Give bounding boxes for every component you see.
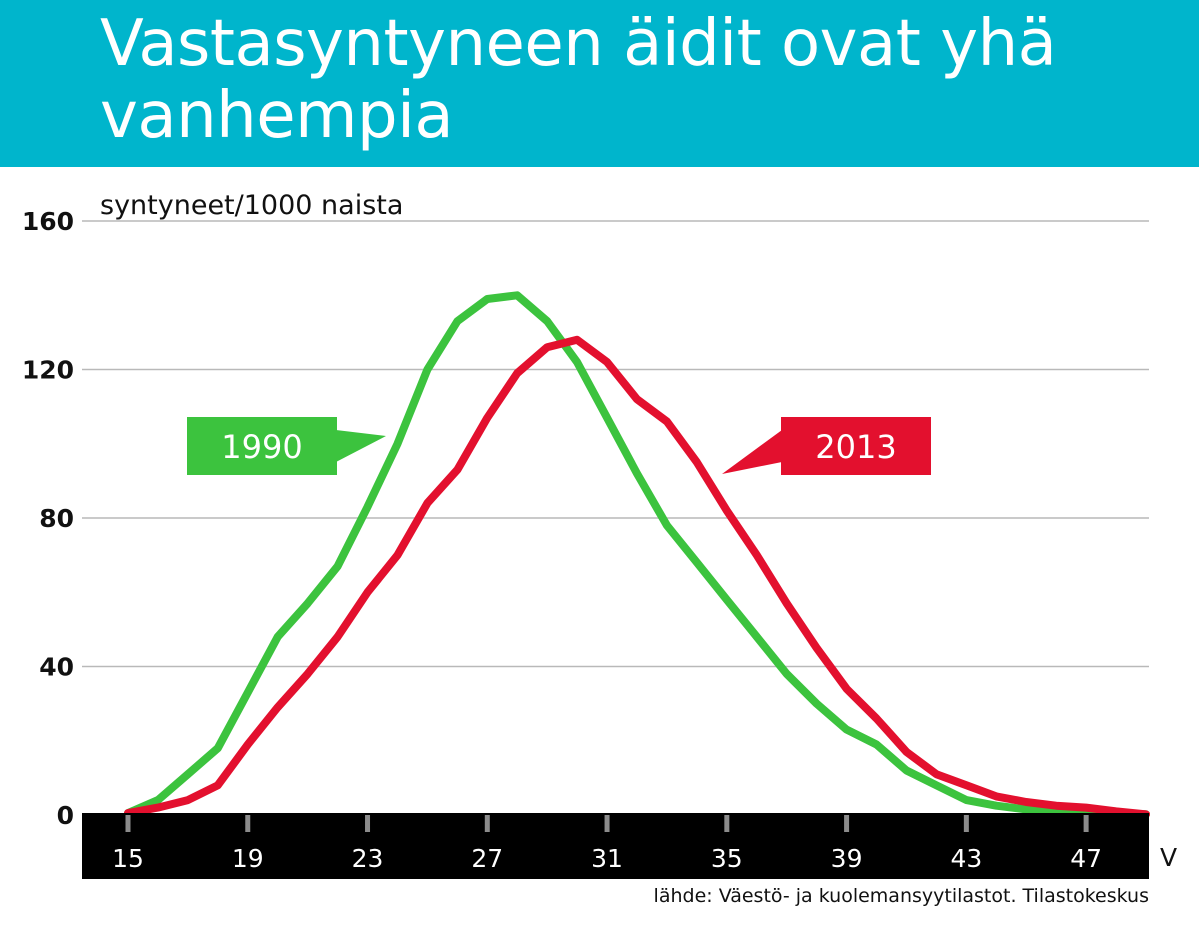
x-tick-label: 15 bbox=[112, 844, 144, 873]
legend-pointer bbox=[722, 430, 782, 474]
y-tick-label: 120 bbox=[22, 356, 74, 385]
x-tick-label: 31 bbox=[591, 844, 623, 873]
x-tick-mark bbox=[844, 815, 850, 832]
legend-label: 2013 bbox=[815, 428, 896, 466]
x-tick-mark bbox=[1083, 815, 1089, 832]
x-tick-mark bbox=[963, 815, 969, 832]
x-tick-label: 43 bbox=[950, 844, 982, 873]
y-tick-label: 160 bbox=[22, 207, 74, 236]
chart-title: Vastasyntyneen äidit ovat yhä vanhempia bbox=[100, 7, 1057, 153]
series-lines bbox=[124, 291, 1150, 819]
x-tick-mark bbox=[484, 815, 490, 832]
source-note: lähde: Väestö- ja kuolemansyytilastot. T… bbox=[653, 885, 1149, 907]
x-tick-mark bbox=[604, 815, 610, 832]
x-tick-label: 27 bbox=[471, 844, 503, 873]
y-axis-label: syntyneet/1000 naista bbox=[100, 190, 403, 221]
x-tick-label: 35 bbox=[711, 844, 743, 873]
x-axis-bar bbox=[82, 813, 1149, 879]
y-tick-label: 80 bbox=[39, 504, 74, 533]
series-line-1990 bbox=[124, 291, 1150, 819]
x-tick-label: 47 bbox=[1070, 844, 1102, 873]
legend-box-2013 bbox=[781, 417, 931, 475]
x-tick-mark bbox=[724, 815, 730, 832]
y-axis-ticks: 0 40 80 120 160 bbox=[22, 207, 74, 830]
series-line-2013 bbox=[124, 335, 1150, 819]
header-banner: Vastasyntyneen äidit ovat yhä vanhempia bbox=[0, 0, 1199, 167]
x-axis-ticks: 15 19 23 27 31 35 39 43 47 bbox=[112, 815, 1102, 873]
x-tick-mark bbox=[125, 815, 131, 832]
y-tick-label: 40 bbox=[39, 653, 74, 682]
x-tick-mark bbox=[365, 815, 371, 832]
legend: 1990 2013 bbox=[187, 417, 931, 475]
x-tick-label: 39 bbox=[831, 844, 863, 873]
legend-label: 1990 bbox=[221, 428, 302, 466]
x-tick-label: 19 bbox=[232, 844, 264, 873]
x-tick-label: 23 bbox=[352, 844, 384, 873]
x-tick-mark bbox=[245, 815, 251, 832]
legend-box-1990 bbox=[187, 417, 337, 475]
y-tick-label: 0 bbox=[57, 801, 74, 830]
x-axis-unit-label: V bbox=[1160, 843, 1177, 872]
legend-pointer bbox=[336, 430, 386, 462]
